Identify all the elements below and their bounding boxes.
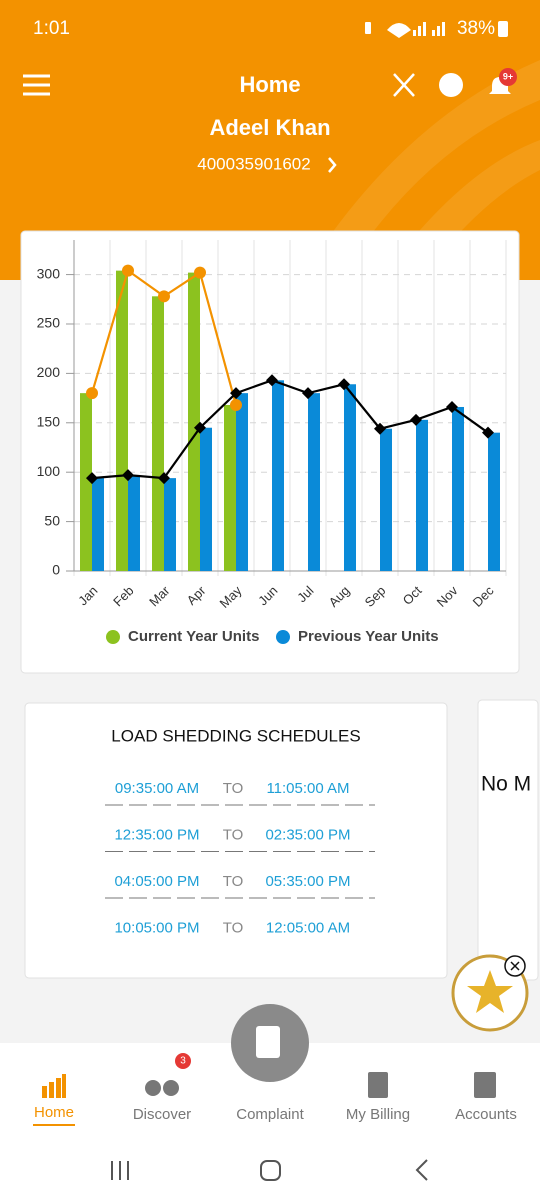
notification-badge-text: 9+ (503, 71, 513, 81)
trend-marker (230, 387, 242, 400)
schedule-to: 12:05:00 AM (266, 919, 350, 936)
trend-line (91, 379, 489, 480)
trend-marker (122, 264, 134, 277)
home-icon (42, 1074, 66, 1098)
notification-badge (499, 68, 517, 86)
status-time: 1:01 (33, 18, 70, 39)
y-tick-label: 50 (44, 512, 60, 528)
complaint-icon (256, 1026, 280, 1058)
nav-label[interactable]: Accounts (455, 1106, 517, 1123)
trend-marker (266, 374, 278, 387)
nav-label[interactable]: Complaint (236, 1106, 304, 1123)
nav-labels: Home Discover Complaint My Billing Accounts (34, 1104, 517, 1123)
bar (344, 384, 356, 571)
schedule-to: 11:05:00 AM (266, 780, 349, 797)
bar (152, 296, 164, 571)
nav-label[interactable]: My Billing (346, 1106, 410, 1123)
load-shedding-title: LOAD SHEDDING SCHEDULES (111, 726, 360, 745)
active-indicator (33, 1124, 75, 1126)
menu-button[interactable] (23, 74, 50, 96)
trend-marker (410, 413, 422, 426)
trend-marker (86, 387, 98, 400)
header-decoration (300, 60, 540, 280)
schedule-to: 02:35:00 PM (265, 826, 350, 843)
schedule-separator: TO (223, 780, 244, 797)
bar (308, 393, 320, 571)
bar (380, 428, 392, 571)
legend-label: Current Year Units (128, 628, 259, 645)
y-tick-label: 250 (37, 315, 61, 331)
y-tick-label: 150 (37, 413, 61, 429)
schedule-from: 10:05:00 PM (114, 919, 199, 936)
account-number[interactable]: 400035901602 (197, 154, 310, 173)
trend-marker (122, 469, 134, 482)
schedule-separator: TO (223, 826, 244, 843)
facebook-button[interactable] (439, 73, 463, 97)
bar (236, 393, 248, 571)
close-icon (510, 961, 520, 971)
nav-label[interactable]: Discover (133, 1106, 191, 1123)
nav-label[interactable]: Home (34, 1104, 74, 1121)
schedule-from: 09:35:00 AM (115, 780, 199, 797)
bar (200, 427, 212, 571)
y-tick-label: 100 (37, 463, 61, 479)
trend-marker (158, 290, 170, 303)
rewards-icon (467, 970, 513, 1013)
user-name: Adeel Khan (209, 115, 330, 140)
bar (116, 270, 128, 571)
schedule-separator: TO (223, 873, 244, 890)
discover-badge-text: 3 (180, 1056, 186, 1067)
side-card (477, 699, 539, 981)
system-nav (0, 1143, 540, 1200)
trend-marker (338, 378, 350, 391)
trend-marker (482, 426, 494, 439)
schedule-from: 04:05:00 PM (114, 873, 199, 890)
bar (488, 432, 500, 571)
trend-marker (158, 472, 170, 485)
bar (80, 393, 92, 571)
y-tick-label: 0 (52, 562, 60, 578)
trend-marker (446, 400, 458, 413)
status-icons (365, 21, 508, 38)
bar (164, 478, 176, 571)
y-tick-label: 200 (37, 364, 61, 380)
x-button[interactable] (393, 73, 415, 97)
trend-marker (374, 422, 386, 435)
trend-marker (86, 472, 98, 485)
trend-marker (230, 399, 242, 412)
bar (272, 380, 284, 571)
side-card-text: No M (481, 773, 531, 796)
schedule-separator: TO (223, 919, 244, 936)
bar (128, 475, 140, 571)
nav-icons (145, 1072, 496, 1098)
schedule-from: 12:35:00 PM (114, 826, 199, 843)
bar (188, 272, 200, 571)
discover-badge (175, 1053, 191, 1069)
legend-swatch (106, 630, 120, 644)
schedule-list: 09:35:00 AM TO 11:05:00 AM 12:35:00 PM TO 02:… (105, 780, 375, 936)
trend-marker (194, 421, 206, 434)
header-title: Home (239, 72, 300, 97)
trend-marker (302, 387, 314, 400)
bar (416, 419, 428, 571)
bar (452, 406, 464, 571)
legend-label: Previous Year Units (298, 628, 439, 645)
bar (92, 478, 104, 571)
schedule-to: 05:35:00 PM (265, 873, 350, 890)
account-chevron[interactable] (328, 157, 337, 173)
bar (224, 405, 236, 571)
load-shedding-card (24, 702, 448, 979)
legend-swatch (276, 630, 290, 644)
y-tick-label: 300 (37, 265, 61, 281)
battery-level: 38% (457, 18, 495, 39)
system-nav-buttons[interactable] (111, 1159, 428, 1181)
trend-marker (194, 266, 206, 279)
